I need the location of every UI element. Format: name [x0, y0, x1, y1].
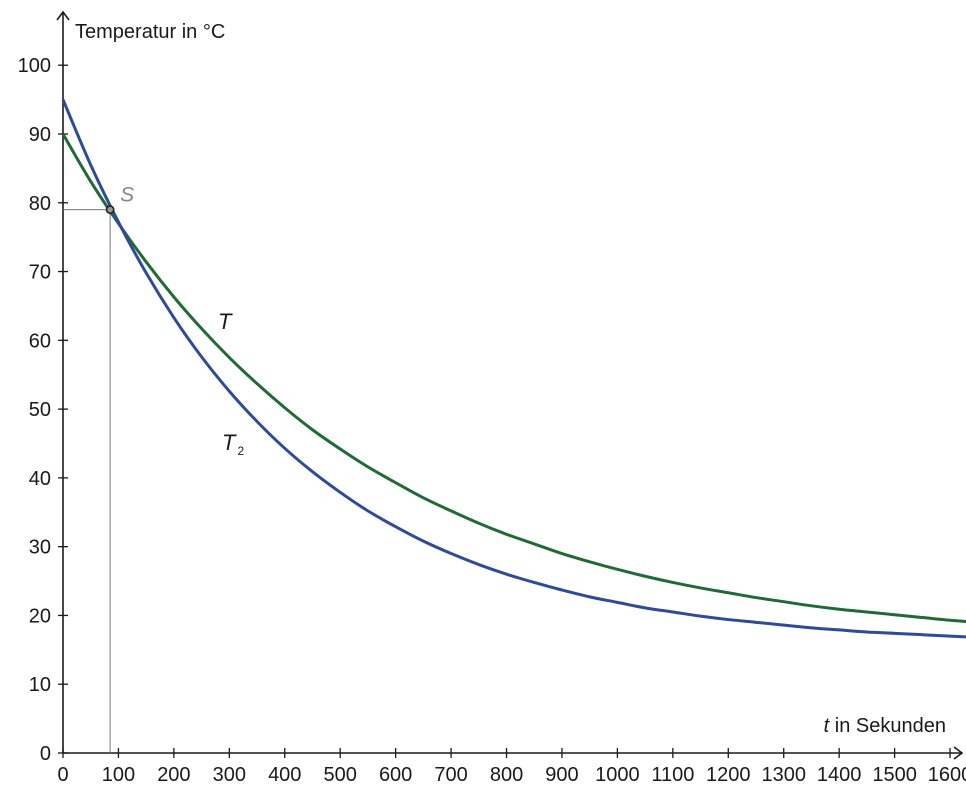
y-axis-arrow — [56, 10, 70, 21]
x-tick-label: 1400 — [817, 764, 862, 786]
x-tick-label: 700 — [434, 764, 467, 786]
series-label-t: T — [218, 309, 233, 334]
y-axis-title: Temperatur in °C — [75, 21, 225, 43]
y-tick-label: 60 — [29, 330, 51, 352]
x-tick-label: 1200 — [706, 764, 751, 786]
series-group — [61, 99, 966, 639]
x-tick-label: 600 — [379, 764, 412, 786]
x-tick-label: 500 — [324, 764, 357, 786]
y-tick-label: 100 — [18, 55, 51, 77]
x-tick-label: 300 — [213, 764, 246, 786]
y-tick-label: 0 — [40, 743, 51, 765]
x-tick-label: 1000 — [595, 764, 640, 786]
x-tick-label: 0 — [57, 764, 68, 786]
y-tick-label: 30 — [29, 537, 51, 559]
x-axis-arrow — [953, 746, 964, 760]
x-tick-label: 1100 — [651, 764, 694, 786]
axes: 0 100 200 300 400 500 600 700 800 900 1000 1100 1200… — [18, 10, 966, 786]
intersection-label: S — [120, 184, 134, 207]
x-tick-label: 400 — [268, 764, 301, 786]
x-axis-title: t in Sekunden — [824, 715, 946, 737]
guide-lines — [63, 209, 111, 753]
y-tick-label: 70 — [29, 262, 51, 284]
y-tick-label: 90 — [29, 124, 51, 146]
x-tick-label: 800 — [490, 764, 523, 786]
y-tick-label: 80 — [29, 193, 51, 215]
series-line-t — [61, 133, 966, 623]
x-tick-label: 1300 — [761, 764, 806, 786]
x-tick-label: 1500 — [872, 764, 917, 786]
y-tick-label: 10 — [29, 674, 51, 696]
x-tick-label: 100 — [102, 764, 135, 786]
x-tick-label: 200 — [157, 764, 190, 786]
intersection-point — [105, 205, 115, 215]
x-tick-label: 900 — [545, 764, 578, 786]
y-tick-label: 20 — [29, 605, 51, 627]
y-tick-label: 40 — [29, 468, 51, 490]
y-tick-label: 50 — [29, 399, 51, 421]
series-line-t2 — [61, 99, 966, 639]
labels: Temperatur in °C t in Sekunden T T 2 S — [75, 21, 946, 737]
